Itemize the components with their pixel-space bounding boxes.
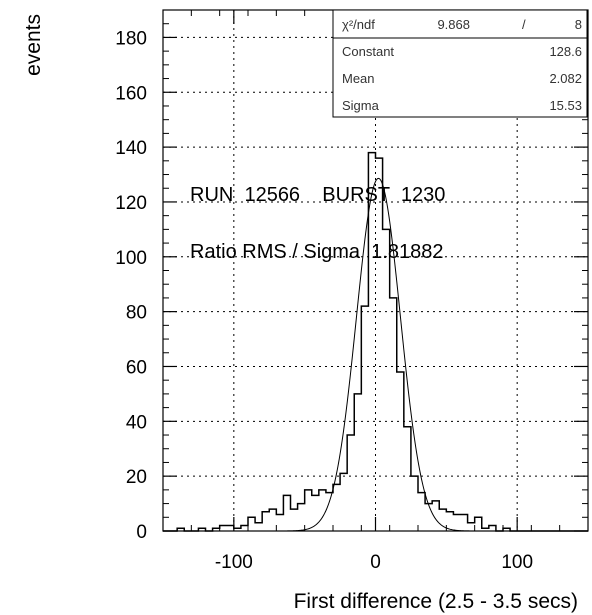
stats-chi2-value: 9.868 [437, 17, 470, 32]
y-axis-label: events [22, 14, 45, 76]
x-tick-label: 0 [370, 552, 381, 573]
histogram-bin [418, 493, 425, 531]
histogram-bin [326, 493, 333, 531]
histogram-bin [291, 509, 298, 531]
y-tick-label: 20 [126, 467, 147, 488]
histogram-bin [439, 509, 446, 531]
histogram-bin [411, 476, 418, 531]
histogram-bin [397, 372, 404, 531]
y-tick-label: 0 [136, 522, 147, 543]
stats-sigma-value: 15.53 [549, 98, 582, 113]
y-tick-label: 100 [115, 248, 147, 269]
histogram-outline [163, 151, 588, 532]
histogram-bin [404, 427, 411, 531]
ratio-rms-sigma-annotation: Ratio RMS / Sigma 1.81882 [190, 241, 443, 263]
histogram-bin [461, 515, 468, 531]
histogram-bin [354, 394, 361, 531]
y-tick-label: 60 [126, 357, 147, 378]
y-tick-label: 40 [126, 412, 147, 433]
histogram-bin [276, 515, 283, 531]
stats-sigma-label: Sigma [342, 98, 380, 113]
stats-chi2-separator: / [522, 17, 526, 32]
histogram-bin [368, 153, 375, 531]
x-axis-label: First difference (2.5 - 3.5 secs) [294, 590, 578, 613]
histogram-bin [262, 512, 269, 531]
histogram-bin [248, 517, 255, 531]
stats-constant-label: Constant [342, 44, 394, 59]
x-tick-label: -100 [215, 552, 253, 573]
histogram-bin [361, 306, 368, 531]
stats-mean-label: Mean [342, 71, 375, 86]
histogram-bin [347, 435, 354, 531]
histogram-bin [475, 517, 482, 531]
histogram-bin [255, 523, 262, 531]
histogram-bin [220, 526, 234, 531]
stats-mean-value: 2.082 [549, 71, 582, 86]
histogram-bin [425, 504, 432, 531]
run-burst-annotation: RUN 12566 BURST 1230 [190, 184, 445, 206]
histogram-bin [468, 523, 475, 531]
y-tick-label: 80 [126, 303, 147, 324]
histogram-bins [177, 153, 510, 531]
histogram-bin [319, 490, 326, 531]
histogram-bin [376, 158, 383, 531]
histogram-bin [241, 526, 248, 531]
gaussian-fit-curve [283, 177, 475, 532]
histogram-bin [333, 484, 340, 531]
histogram-bin [390, 298, 397, 531]
histogram-bin [453, 515, 460, 531]
stats-constant-value: 128.6 [549, 44, 582, 59]
x-tick-labels: -100 0 100 [215, 552, 533, 573]
stats-chi2-label: χ²/ndf [342, 17, 375, 32]
histogram-bin [269, 509, 276, 531]
histogram-bin [446, 512, 453, 531]
y-tick-labels: 0 20 40 60 80 100 120 140 160 180 [115, 28, 147, 543]
histogram-bin [432, 501, 439, 531]
histogram-bin [312, 495, 319, 531]
axis-ticks [163, 10, 588, 532]
stats-box-frame [332, 9, 588, 118]
histogram-bin [283, 495, 290, 531]
histogram-bin [383, 229, 390, 531]
y-tick-label: 180 [115, 28, 147, 49]
x-tick-label: 100 [501, 552, 533, 573]
histogram-bin [298, 504, 305, 531]
y-tick-label: 120 [115, 193, 147, 214]
histogram-bin [340, 473, 347, 531]
histogram-bin [489, 526, 496, 531]
stats-ndf-value: 8 [575, 17, 582, 32]
stats-box: χ²/ndf 9.868 / 8 Constant 128.6 Mean 2.0… [332, 9, 588, 118]
histogram-bin [305, 490, 312, 531]
y-tick-label: 140 [115, 138, 147, 159]
y-tick-label: 160 [115, 83, 147, 104]
